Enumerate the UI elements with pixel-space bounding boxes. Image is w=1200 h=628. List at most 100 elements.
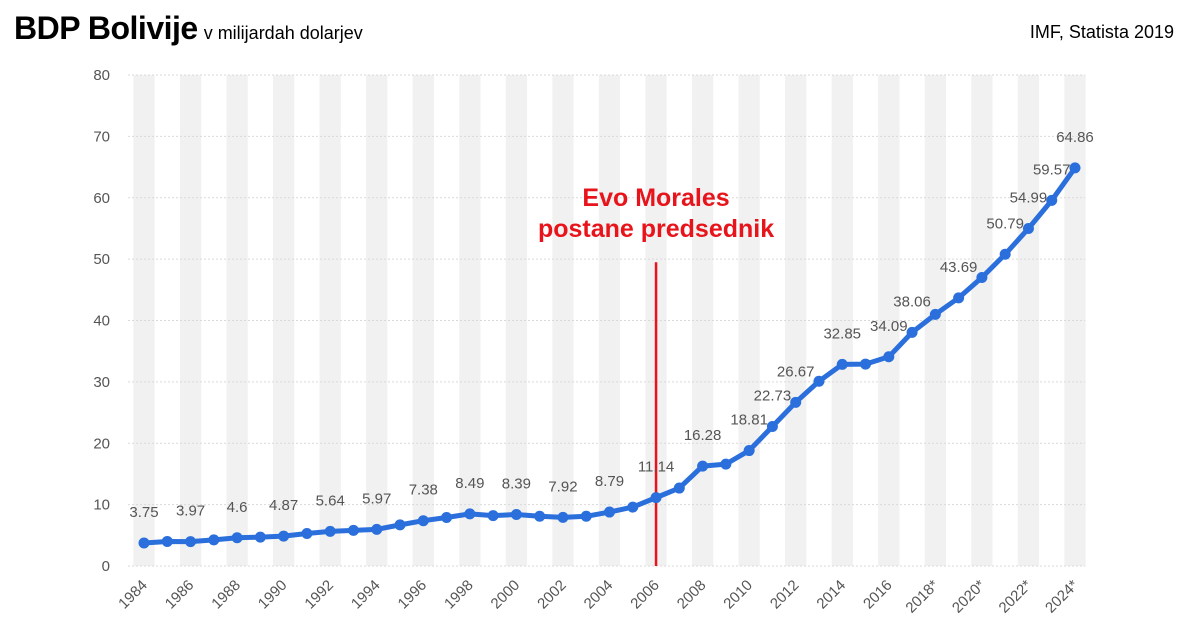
data-point: [301, 527, 313, 539]
data-label: 4.87: [269, 497, 298, 514]
data-point: [673, 482, 685, 494]
data-point: [464, 508, 476, 520]
data-label: 43.69: [940, 259, 978, 276]
data-point: [208, 534, 220, 546]
data-point: [697, 460, 709, 472]
x-tick-label: 2020*: [949, 577, 989, 617]
x-tick-label: 2008: [674, 577, 710, 613]
data-point: [999, 248, 1011, 260]
x-tick-label: 1990: [255, 577, 291, 613]
x-tick-label: 1992: [301, 577, 337, 613]
x-tick-label: 1984: [115, 577, 151, 613]
data-label: 3.75: [129, 504, 158, 521]
data-point: [627, 501, 639, 513]
data-point: [394, 519, 406, 531]
data-point: [557, 511, 569, 523]
x-tick-label: 1998: [441, 577, 477, 613]
data-label: 8.49: [455, 475, 484, 492]
chart-subtitle: v milijardah dolarjev: [203, 23, 363, 43]
x-tick-label: 1988: [208, 577, 244, 613]
y-tick-label: 50: [93, 251, 110, 268]
data-label: 26.67: [777, 363, 815, 380]
data-point: [510, 509, 522, 521]
y-tick-label: 20: [93, 435, 110, 452]
data-point: [324, 525, 336, 537]
y-tick-label: 60: [93, 190, 110, 207]
data-point: [860, 358, 872, 370]
x-tick-label: 2010: [720, 577, 756, 613]
x-tick-label: 2006: [627, 577, 663, 613]
data-label: 50.79: [986, 215, 1024, 232]
data-point: [580, 510, 592, 522]
x-tick-label: 2002: [534, 577, 570, 613]
data-label: 8.39: [502, 476, 531, 493]
data-label: 18.81: [730, 412, 768, 429]
data-label: 8.79: [595, 473, 624, 490]
data-point: [1069, 162, 1081, 174]
data-point: [790, 396, 802, 408]
data-point: [929, 308, 941, 320]
data-label: 64.86: [1056, 129, 1094, 146]
data-label: 3.97: [176, 503, 205, 520]
annotation-label: Evo Morales: [582, 184, 729, 212]
y-tick-label: 70: [93, 128, 110, 145]
data-point: [1022, 222, 1034, 234]
x-tick-label: 2014: [813, 577, 849, 613]
annotation-label: postane predsednik: [538, 215, 774, 243]
data-point: [347, 524, 359, 536]
data-label: 34.09: [870, 318, 908, 335]
data-point: [161, 535, 173, 547]
data-label: 54.99: [1010, 189, 1048, 206]
data-point: [906, 326, 918, 338]
x-tick-label: 1996: [395, 577, 431, 613]
data-point: [813, 375, 825, 387]
data-point: [720, 458, 732, 470]
data-point: [650, 492, 662, 504]
background-band: [691, 75, 714, 566]
x-tick-label: 2018*: [902, 577, 942, 617]
chart-title: BDP Bolivije: [14, 10, 198, 46]
data-point: [371, 523, 383, 535]
data-point: [487, 510, 499, 522]
data-point: [1046, 194, 1058, 206]
data-label: 4.6: [227, 499, 248, 516]
data-label: 16.28: [684, 427, 722, 444]
data-label: 59.57: [1033, 161, 1071, 178]
chart-source: IMF, Statista 2019: [1029, 22, 1174, 42]
data-point: [836, 358, 848, 370]
data-label: 22.73: [754, 387, 792, 404]
data-point: [441, 512, 453, 524]
y-tick-label: 10: [93, 497, 110, 514]
x-tick-label: 2000: [488, 577, 524, 613]
data-point: [231, 532, 243, 544]
background-band: [1064, 75, 1086, 566]
data-label: 5.64: [316, 492, 345, 509]
x-tick-label: 1986: [162, 577, 198, 613]
data-label: 32.85: [823, 325, 861, 342]
data-point: [534, 510, 546, 522]
x-tick-label: 2016: [860, 577, 896, 613]
data-point: [254, 531, 266, 543]
data-label: 11.14: [638, 459, 674, 476]
y-tick-label: 30: [93, 374, 110, 391]
data-point: [138, 537, 150, 549]
chart-header: BDP Bolivije v milijardah dolarjev: [14, 10, 363, 54]
data-point: [604, 506, 615, 518]
data-point: [976, 272, 988, 284]
data-point: [766, 420, 778, 432]
data-point: [743, 445, 755, 457]
y-tick-label: 40: [93, 313, 110, 330]
data-label: 38.06: [893, 293, 931, 310]
y-tick-label: 0: [102, 558, 110, 575]
x-tick-label: 2024*: [1042, 577, 1082, 617]
data-point: [953, 292, 965, 304]
data-point: [883, 351, 895, 363]
data-label: 7.92: [548, 478, 577, 495]
data-label: 7.38: [409, 482, 438, 499]
y-tick-label: 80: [93, 67, 110, 84]
x-tick-label: 2022*: [996, 577, 1036, 617]
data-label: 5.97: [362, 490, 391, 507]
data-point: [417, 515, 429, 527]
data-point: [185, 536, 197, 548]
